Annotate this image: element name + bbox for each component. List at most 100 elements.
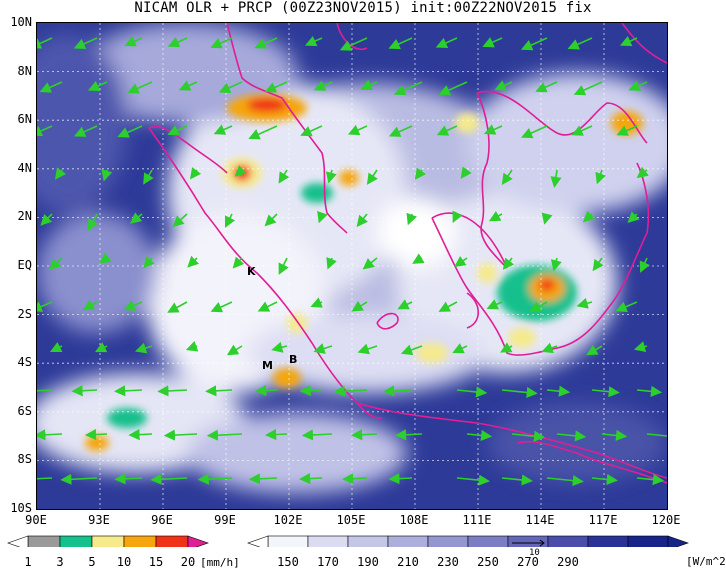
y-tick-label: 2N: [17, 209, 32, 224]
map-panel: K M B: [36, 22, 668, 510]
x-tick-label: 117E: [588, 513, 618, 527]
wind-vector: [257, 301, 278, 312]
wind-vector: [511, 430, 546, 442]
wind-vector: [123, 300, 143, 311]
y-tick-label: 6S: [17, 403, 32, 418]
wind-vector: [573, 81, 603, 96]
colorbar-tick-label: 1: [24, 555, 32, 569]
wind-vector: [37, 429, 63, 441]
wind-vector: [271, 341, 288, 353]
wind-vector: [466, 429, 493, 442]
colorbar-swatch: [155, 535, 189, 547]
wind-vector: [636, 166, 649, 179]
wind-vector: [37, 37, 53, 49]
wind-vector: [73, 125, 98, 137]
wind-vector: [501, 474, 533, 486]
wind-vector: [460, 166, 472, 179]
wind-vector: [167, 125, 188, 136]
wind-vector: [234, 165, 247, 177]
wind-vector: [615, 301, 638, 312]
wind-vector: [394, 429, 423, 441]
wind-vector: [248, 125, 278, 140]
wind-vector: [414, 167, 426, 180]
colorbar-tick-label: 15: [148, 555, 164, 569]
wind-vector: [521, 125, 548, 139]
wind-vector: [49, 257, 63, 270]
x-tick-label: 114E: [525, 513, 555, 527]
colorbar-extend-left: [7, 535, 29, 547]
wind-vector: [143, 256, 155, 269]
wind-vector: [356, 213, 368, 227]
x-tick-label: 102E: [273, 513, 303, 527]
wind-vector: [40, 213, 53, 226]
wind-vector: [157, 385, 188, 397]
y-tick-label: 10N: [10, 15, 32, 29]
coastlines: [148, 23, 667, 484]
wind-vector: [313, 80, 333, 91]
wind-vector: [317, 210, 328, 224]
wind-vector: [494, 80, 513, 91]
wind-vector: [488, 210, 503, 222]
wind-vector: [546, 385, 571, 397]
wind-vector: [541, 212, 553, 225]
wind-vector: [205, 385, 233, 397]
wind-vector: [84, 428, 108, 441]
wind-vector: [299, 384, 323, 397]
wind-vector: [567, 37, 593, 50]
olr-precip-map: K M B: [37, 23, 667, 509]
x-tick-label: 93E: [88, 513, 110, 527]
wind-vector: [278, 257, 289, 275]
wind-vector: [520, 37, 548, 51]
wind-vector: [571, 125, 593, 136]
wind-vector: [546, 474, 584, 487]
wind-vector: [627, 211, 640, 223]
wind-vector: [483, 124, 503, 135]
wind-vector: [529, 301, 548, 313]
wind-vector: [185, 340, 199, 352]
wind-vector: [206, 429, 243, 441]
x-tick-label: 96E: [151, 513, 173, 527]
wind-vector: [438, 301, 458, 312]
wind-vector: [616, 125, 638, 136]
x-tick-label: 120E: [651, 513, 681, 527]
colorbar-swatch: [587, 535, 629, 547]
wind-vector: [87, 213, 99, 231]
wind-vector: [127, 81, 153, 94]
wind-vector: [351, 300, 368, 312]
wind-vector: [232, 256, 245, 269]
wind-vector: [99, 252, 112, 264]
colorbar-swatch: [387, 535, 429, 547]
y-tick-label: 2S: [17, 306, 32, 321]
wind-vector: [586, 344, 603, 356]
wind-vector: [501, 169, 513, 186]
wind-vector: [264, 213, 278, 227]
y-tick-label: 4S: [17, 355, 32, 370]
wind-vector: [189, 167, 202, 180]
wind-vector: [124, 36, 143, 47]
wind-vector: [535, 81, 558, 93]
wind-vector: [54, 167, 67, 180]
wind-vector: [326, 257, 337, 270]
wind-vector: [366, 169, 378, 185]
wind-vector: [60, 473, 98, 485]
colorbar-swatch: [547, 535, 589, 547]
vector-ref-label: 10: [529, 548, 540, 558]
colorbar-swatch: [467, 535, 509, 547]
wind-vector: [265, 428, 288, 441]
wind-vector: [452, 343, 468, 354]
wind-vector: [264, 81, 288, 93]
wind-vector: [94, 342, 108, 353]
olr-colorbar: [247, 535, 689, 547]
wind-vector: [117, 125, 143, 138]
colorbar-tick-label: 170: [317, 555, 339, 569]
wind-vector: [502, 257, 515, 270]
wind-vector: [167, 36, 188, 48]
wind-vector: [412, 253, 425, 264]
wind-vector: [304, 35, 323, 47]
wind-vector: [486, 299, 503, 310]
wind-vector: [37, 477, 53, 480]
wind-vector: [482, 37, 503, 48]
wind-vector: [550, 257, 562, 272]
wind-vector: [299, 473, 323, 485]
wind-vector: [351, 429, 378, 441]
